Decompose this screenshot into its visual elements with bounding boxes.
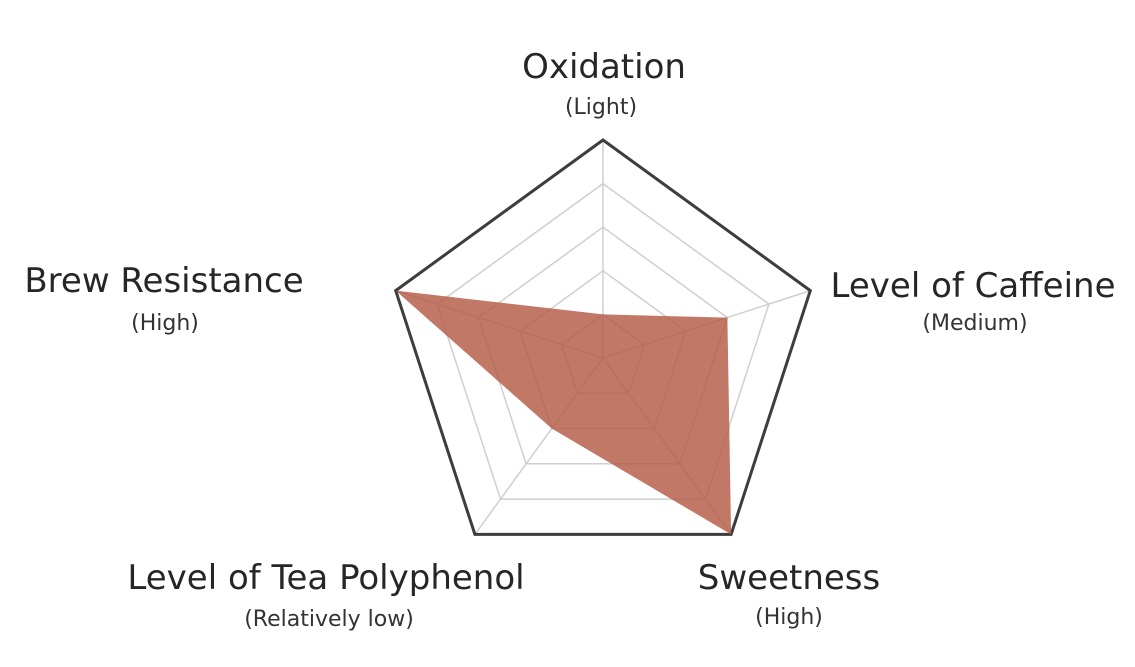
axis-label-sweetness: Sweetness <box>698 558 880 598</box>
axis-level-oxidation: (Light) <box>565 95 637 120</box>
axis-level-tea-polyphenol: (Relatively low) <box>244 607 414 632</box>
axis-level-brew-resistance: (High) <box>131 311 199 336</box>
axis-level-sweetness: (High) <box>755 605 823 630</box>
axis-level-caffeine: (Medium) <box>922 311 1027 336</box>
axis-label-caffeine: Level of Caffeine <box>831 266 1116 306</box>
radar-outer-ring <box>393 138 813 536</box>
axis-label-oxidation: Oxidation <box>522 47 686 87</box>
axis-label-brew-resistance: Brew Resistance <box>24 261 303 301</box>
radar-grid-ring <box>436 182 770 500</box>
axis-label-tea-polyphenol: Level of Tea Polyphenol <box>127 558 524 598</box>
radar-data-area <box>395 290 732 535</box>
